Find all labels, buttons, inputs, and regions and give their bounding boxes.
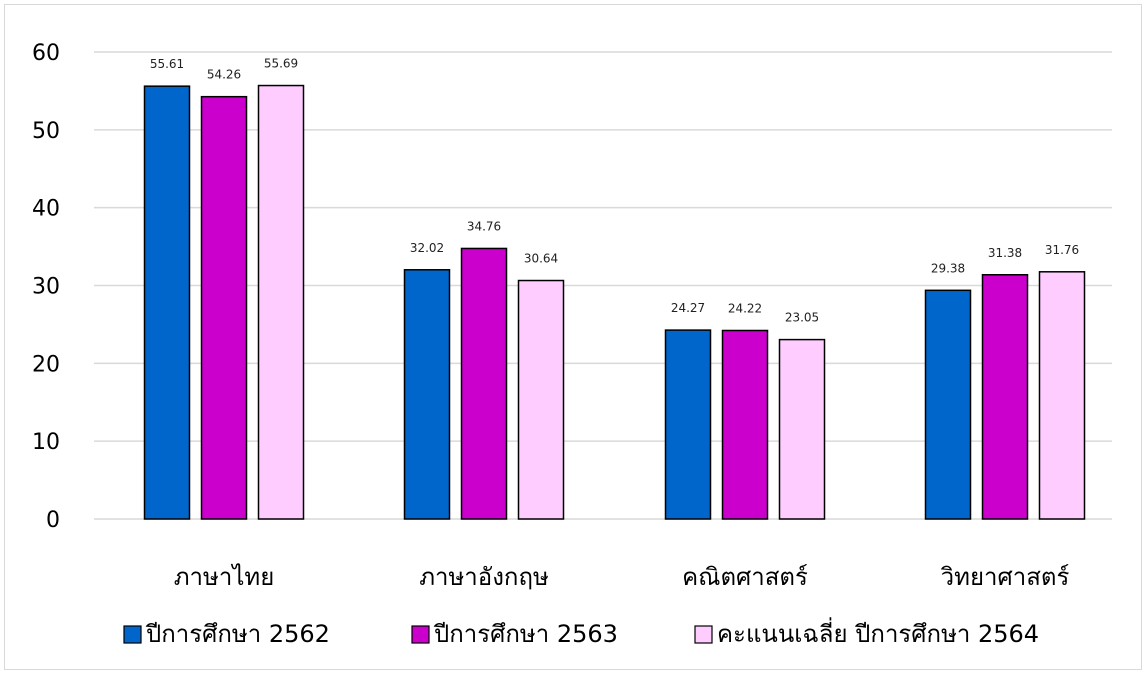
category-label: ภาษาไทย — [174, 563, 275, 591]
x-axis-category-labels: ภาษาไทย ภาษาอังกฤษ คณิตศาสตร์ วิทยาศาสตร์ — [174, 563, 1070, 591]
bar — [517, 279, 565, 520]
y-tick-label: 40 — [32, 197, 60, 222]
data-label: 34.76 — [467, 219, 501, 233]
bar — [403, 269, 451, 520]
data-label: 24.27 — [671, 301, 705, 315]
category-label: คณิตศาสตร์ — [682, 563, 808, 591]
legend-label: คะแนนเฉลี่ย ปีการศึกษา 2564 — [717, 617, 1039, 648]
legend-item: ปีการศึกษา 2563 — [411, 620, 618, 648]
legend-swatch — [123, 625, 142, 644]
data-label: 29.38 — [931, 261, 965, 275]
y-tick-label: 30 — [32, 275, 60, 300]
bar — [1038, 271, 1086, 520]
bar — [257, 84, 305, 520]
y-tick-label: 50 — [32, 119, 60, 144]
bar — [143, 85, 191, 520]
y-tick-label: 10 — [32, 430, 60, 455]
y-tick-label: 20 — [32, 352, 60, 377]
data-label: 31.38 — [988, 246, 1022, 260]
data-labels: 55.61 54.26 55.69 32.02 34.76 30.64 24.27 24.22… — [150, 57, 1079, 325]
data-label: 32.02 — [410, 241, 444, 255]
data-label: 24.22 — [728, 301, 762, 315]
y-tick-label: 0 — [46, 508, 60, 533]
data-label: 54.26 — [207, 68, 241, 82]
category-label: วิทยาศาสตร์ — [940, 563, 1069, 591]
bar — [778, 338, 826, 520]
bar — [981, 274, 1029, 520]
data-label: 55.61 — [150, 57, 184, 71]
legend: ปีการศึกษา 2562 ปีการศึกษา 2563 คะแนนเฉลี่… — [123, 617, 1039, 648]
bar — [460, 247, 508, 520]
legend-label: ปีการศึกษา 2563 — [433, 620, 618, 648]
category-label: ภาษาอังกฤษ — [419, 563, 549, 591]
legend-swatch — [694, 625, 713, 644]
y-axis-tick-labels: 0 10 20 30 40 50 60 — [32, 41, 60, 533]
bar — [924, 289, 972, 520]
data-label: 30.64 — [524, 252, 558, 266]
y-tick-label: 60 — [32, 41, 60, 66]
legend-swatch — [411, 625, 430, 644]
bar — [664, 329, 712, 520]
data-label: 31.76 — [1045, 243, 1079, 257]
data-label: 23.05 — [785, 311, 819, 325]
legend-item: ปีการศึกษา 2562 — [123, 620, 330, 648]
bar — [721, 329, 769, 520]
bars — [143, 84, 1086, 520]
legend-item: คะแนนเฉลี่ย ปีการศึกษา 2564 — [694, 617, 1039, 648]
bar — [200, 95, 248, 520]
legend-label: ปีการศึกษา 2562 — [145, 620, 330, 648]
data-label: 55.69 — [264, 57, 298, 71]
